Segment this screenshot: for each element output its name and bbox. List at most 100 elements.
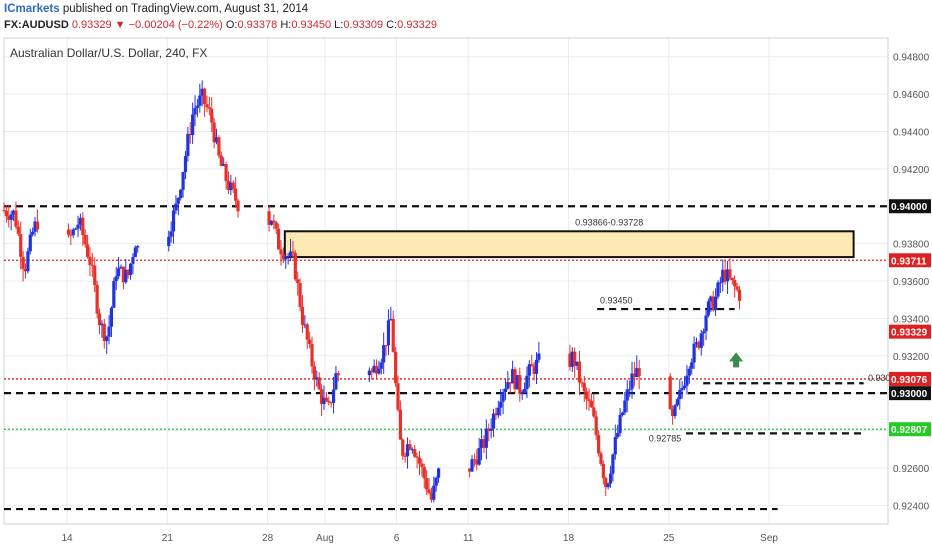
candle-body [675,399,679,406]
candle-body [210,108,214,123]
candle-body [377,368,381,374]
candle-body [93,265,97,285]
candle-body [90,264,94,266]
candle-body [267,211,271,225]
candle-body [470,459,474,472]
candle-body [310,344,314,367]
candle-body [183,156,188,173]
candle-body [124,269,128,283]
candle-body [613,437,617,455]
candle-body [105,336,109,342]
candle-body [506,382,510,389]
candle-body [336,373,340,376]
candle-body [534,359,539,374]
candle-body [308,339,312,345]
zone-label: 0.93866-0.93728 [575,217,643,227]
price-level-badge [889,386,931,401]
candle-body [737,289,742,301]
candle-body [511,369,515,384]
price-chart[interactable]: Australian Dollar/U.S. Dollar, 240, FX 0… [0,34,932,550]
candle-body [413,449,417,457]
published-text: published on TradingView.com, August 31,… [62,3,309,15]
down-arrow-icon: ▼ [114,19,126,31]
candle-body [198,95,202,106]
candle-body [23,268,28,272]
level-annotation: 0.93053 [868,373,901,383]
candle-body [427,489,431,494]
candle-body [327,400,331,403]
candle-body [434,477,438,486]
price-level-badge [889,199,931,214]
candle-body [711,296,715,311]
candle-body [410,449,414,451]
candle-body [28,234,32,252]
candle-body [11,210,16,215]
candle-body [697,342,701,348]
candle-body [71,229,75,236]
candle-body [580,382,584,384]
candle-body [234,188,238,201]
candle-body [85,244,90,257]
candle-body [436,468,441,478]
candle-body [315,377,319,380]
price-axis[interactable]: 0.94800 0.94600 0.94400 0.94200 0.94000 0.938… [889,53,931,513]
price-levels [4,205,888,511]
candle-body [608,473,613,484]
time-tick-label: Aug [316,533,334,544]
candle-body [279,249,283,255]
candle-body [680,388,684,391]
supply-zone: 0.93866-0.93728 [283,217,855,259]
candle-body [730,277,734,280]
candle-body [9,214,13,220]
time-tick-label: 21 [162,533,174,544]
candle-body [522,389,527,393]
level-annotation: 0.93450 [600,295,633,305]
price-tick-label: 0.92400 [893,501,930,512]
candle-body [721,269,725,283]
open-value: 0.93378 [237,19,278,31]
candle-body [525,375,529,390]
candle-body [489,428,493,431]
candle-body [635,368,639,378]
candle-body [16,226,20,234]
candle-body [630,373,634,390]
candle-body [520,392,524,394]
candle-body [293,252,297,280]
candle-body [81,217,85,235]
candle-body [499,401,503,408]
candle-body [269,220,274,225]
candle-body [401,439,405,456]
time-tick-label: 11 [463,533,474,544]
candle-body [286,256,290,258]
time-axis[interactable]: 14 21 28 Aug 6 11 18 25 Sep [61,533,778,544]
candle-body [537,353,541,360]
candle-body [212,122,216,143]
candle-body [425,478,429,490]
candle-body [616,433,620,438]
candle-body [319,389,324,405]
candle-body [594,416,598,435]
candle-body [515,375,519,390]
candle-body [298,283,302,307]
candle-body [391,318,395,352]
price-level-label: 0.93711 [891,256,927,267]
candle-body [417,457,422,464]
chart-header: ICmarkets published on TradingView.com, … [0,0,932,34]
high-value: 0.93450 [291,19,332,31]
candle-body [19,233,23,257]
candle-body [408,444,412,450]
candle-body [222,163,226,166]
candle-body [4,210,8,217]
price-change: −0.00204 (−0.22%) [128,19,223,31]
chart-frame[interactable]: Australian Dollar/U.S. Dollar, 240, FX 0… [0,34,932,550]
candle-body [692,343,696,363]
candle-body [482,439,486,448]
candle-body [396,383,400,410]
candle-body [687,368,691,376]
symbol-label[interactable]: FX:AUDUSD [4,19,69,31]
candle-body [623,400,627,413]
candle-body [475,459,479,465]
current-price-label: 0.93329 [891,328,928,339]
candle-body [329,402,333,404]
publisher-name[interactable]: ICmarkets [4,3,60,15]
